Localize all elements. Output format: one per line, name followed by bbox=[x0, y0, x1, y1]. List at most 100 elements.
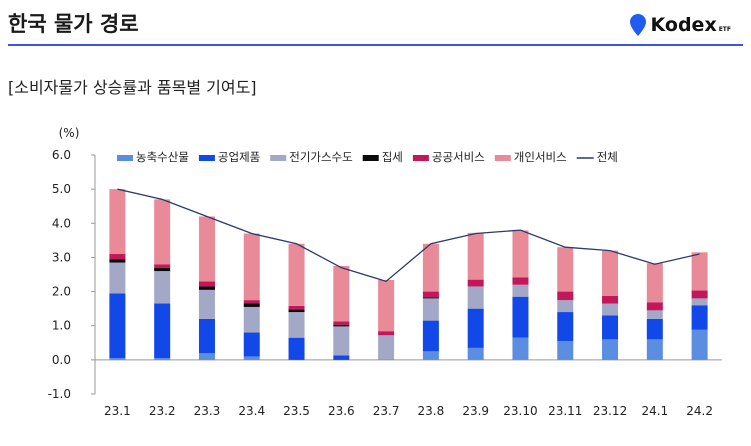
bar-segment bbox=[646, 302, 663, 311]
bar-segment bbox=[109, 358, 126, 360]
bar-segment bbox=[288, 243, 305, 306]
bar-segment bbox=[154, 358, 171, 360]
bar-segment bbox=[646, 310, 663, 319]
bar-segment bbox=[243, 303, 260, 307]
bar-segment bbox=[198, 216, 215, 282]
bar-segment bbox=[288, 337, 305, 360]
bar-segment bbox=[154, 264, 171, 268]
header-divider bbox=[8, 44, 743, 46]
bar-segment bbox=[109, 262, 126, 294]
bar-segment bbox=[422, 243, 439, 292]
bar-segment bbox=[602, 315, 619, 340]
bar-segment bbox=[512, 296, 529, 338]
bar-segment bbox=[198, 281, 215, 287]
bar-segment bbox=[378, 331, 395, 336]
bar-segment bbox=[109, 259, 126, 263]
bar-segment bbox=[467, 308, 484, 348]
x-tick-label: 23.10 bbox=[503, 404, 537, 418]
bar-segment bbox=[154, 199, 171, 265]
bar-segment bbox=[378, 335, 395, 360]
legend-label: 개인서비스 bbox=[514, 150, 567, 164]
brand-sub: ETF bbox=[718, 26, 731, 33]
legend-label: 공업제품 bbox=[218, 150, 260, 164]
bar-segment bbox=[512, 337, 529, 360]
x-tick-label: 23.5 bbox=[283, 404, 310, 418]
bar-segment bbox=[243, 306, 260, 333]
bar-segment bbox=[154, 303, 171, 359]
bar-segment bbox=[691, 298, 708, 306]
bar-segment bbox=[333, 324, 350, 327]
x-tick-label: 23.8 bbox=[418, 404, 445, 418]
bar-segment bbox=[557, 247, 574, 292]
bar-segment bbox=[333, 355, 350, 360]
x-tick-label: 23.3 bbox=[194, 404, 221, 418]
bar-segment bbox=[109, 254, 126, 260]
legend-label: 전기가스수도 bbox=[289, 150, 352, 164]
bar-segment bbox=[691, 290, 708, 299]
bar-segment bbox=[646, 263, 663, 303]
total-line-series bbox=[117, 188, 700, 283]
bar-segment bbox=[333, 326, 350, 356]
x-tick-label: 24.1 bbox=[641, 404, 668, 418]
legend-label: 공공서비스 bbox=[432, 150, 485, 164]
bar-segment bbox=[333, 265, 350, 322]
bar-segment bbox=[467, 286, 484, 309]
y-tick-label: 3.0 bbox=[52, 250, 71, 264]
bar-segment bbox=[602, 339, 619, 360]
legend-swatch bbox=[270, 155, 287, 161]
bar-segment bbox=[109, 189, 126, 255]
bar-segment bbox=[378, 279, 395, 332]
bar-segment bbox=[467, 279, 484, 287]
legend-label: 전체 bbox=[597, 150, 618, 164]
bar-segment bbox=[243, 300, 260, 304]
bar-segment bbox=[198, 286, 215, 290]
location-pin-icon bbox=[629, 14, 646, 36]
bar-segment bbox=[288, 309, 305, 313]
bar-segment bbox=[422, 351, 439, 360]
bar-segment bbox=[557, 300, 574, 313]
bar-segment bbox=[288, 305, 305, 310]
bar-segment bbox=[691, 305, 708, 330]
page-title: 한국 물가 경로 bbox=[8, 12, 139, 36]
bar-segment bbox=[333, 321, 350, 325]
y-tick-label: 2.0 bbox=[52, 285, 71, 299]
bar-segment bbox=[602, 250, 619, 297]
bar-segment bbox=[198, 353, 215, 360]
bar-segment bbox=[467, 232, 484, 280]
y-tick-label: 4.0 bbox=[52, 216, 71, 230]
bar-segment bbox=[691, 252, 708, 291]
legend-swatch bbox=[117, 155, 133, 161]
bar-segment bbox=[512, 277, 529, 285]
legend-swatch bbox=[362, 155, 379, 161]
bar-segment bbox=[154, 267, 171, 272]
chart-subtitle: [소비자물가 상승률과 품목별 기여도] bbox=[8, 78, 257, 97]
y-tick-label: 0.0 bbox=[52, 353, 71, 367]
bar-segment bbox=[646, 318, 663, 340]
bar-segment bbox=[288, 312, 305, 338]
legend-swatch bbox=[412, 155, 429, 161]
bar-segment bbox=[467, 347, 484, 360]
y-axis-unit: (%) bbox=[59, 126, 80, 140]
bar-segment bbox=[198, 318, 215, 354]
bar-segment bbox=[422, 320, 439, 352]
y-tick-label: 5.0 bbox=[52, 182, 71, 196]
bar-segment bbox=[602, 303, 619, 316]
bar-segment bbox=[243, 356, 260, 360]
bar-segment bbox=[557, 291, 574, 301]
bar-segment bbox=[557, 341, 574, 360]
bar-segment bbox=[602, 296, 619, 304]
y-tick-label: 1.0 bbox=[52, 319, 71, 333]
bar-segment bbox=[109, 293, 126, 359]
bar-segment bbox=[691, 329, 708, 360]
bar-segment bbox=[512, 230, 529, 278]
legend-swatch bbox=[494, 155, 511, 161]
bar-segment bbox=[422, 291, 439, 298]
legend-label: 집세 bbox=[382, 150, 403, 164]
legend-label: 농축수산물 bbox=[136, 150, 189, 164]
y-tick-label: 6.0 bbox=[52, 148, 71, 162]
bar-segment bbox=[378, 359, 395, 360]
y-tick-label: -1.0 bbox=[48, 387, 71, 401]
brand-logo: Kodex ETF bbox=[629, 14, 731, 36]
x-tick-label: 23.6 bbox=[328, 404, 355, 418]
